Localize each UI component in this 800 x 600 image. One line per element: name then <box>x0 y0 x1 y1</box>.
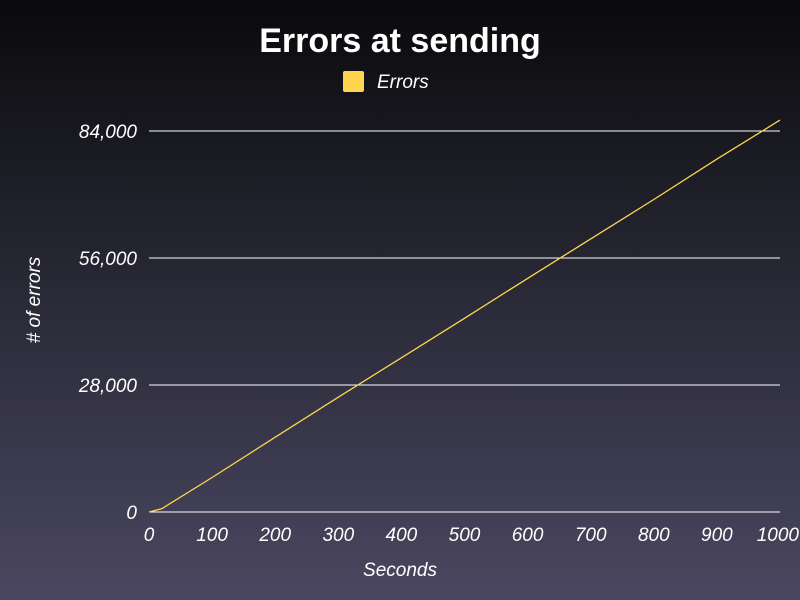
x-tick-label: 300 <box>322 525 354 546</box>
y-tick-label: 0 <box>126 503 137 524</box>
y-tick-label: 28,000 <box>78 376 138 397</box>
x-tick-label: 0 <box>144 525 155 546</box>
legend-swatch-errors <box>343 71 364 92</box>
y-tick-labels: 0 28,000 56,000 84,000 <box>78 122 138 524</box>
x-tick-label: 600 <box>512 525 544 546</box>
legend: Errors <box>343 71 429 93</box>
x-tick-label: 500 <box>449 525 481 546</box>
y-tick-label: 84,000 <box>79 122 138 143</box>
x-tick-labels: 0 100 200 300 400 500 600 700 800 900 1000 <box>144 525 800 546</box>
x-tick-label: 800 <box>638 525 670 546</box>
gridlines <box>149 130 780 386</box>
x-tick-label: 900 <box>701 525 733 546</box>
legend-label-errors: Errors <box>377 72 429 93</box>
x-tick-label: 700 <box>575 525 607 546</box>
x-tick-label: 400 <box>386 525 418 546</box>
y-tick-label: 56,000 <box>79 249 138 270</box>
chart-title: Errors at sending <box>259 22 541 60</box>
x-axis-label: Seconds <box>363 560 437 581</box>
x-tick-label: 100 <box>196 525 228 546</box>
x-tick-label: 1000 <box>757 525 800 546</box>
x-tick-label: 200 <box>258 525 291 546</box>
series-line-errors <box>148 119 781 513</box>
y-axis-label: # of errors <box>24 256 45 343</box>
